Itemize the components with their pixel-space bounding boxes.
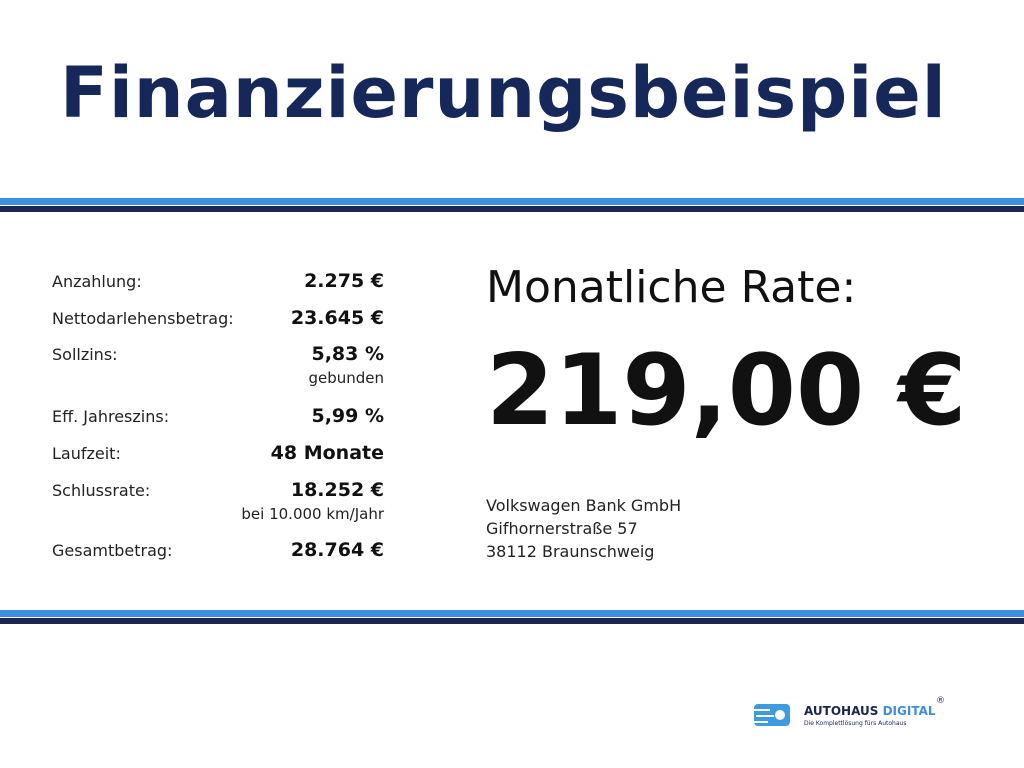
divider bbox=[0, 618, 1024, 624]
row-value: 48 Monate bbox=[270, 442, 384, 464]
row-value: 28.764 € bbox=[290, 539, 384, 561]
divider bbox=[0, 610, 1024, 617]
row-value: 2.275 € bbox=[304, 270, 384, 292]
logo-name: AUTOHAUS DIGITAL bbox=[804, 704, 936, 718]
logo-mark: ® bbox=[936, 696, 945, 706]
row-label: Schlussrate: bbox=[52, 481, 151, 500]
bank-line: Volkswagen Bank GmbH bbox=[486, 496, 682, 515]
bank-line: 38112 Braunschweig bbox=[486, 542, 655, 561]
row-label: Laufzeit: bbox=[52, 444, 121, 463]
logo-name-part: DIGITAL bbox=[882, 704, 936, 718]
row-value: 5,99 % bbox=[311, 405, 384, 427]
row-label: Sollzins: bbox=[52, 345, 118, 364]
logo-tagline: Die Komplettlösung fürs Autohaus bbox=[804, 720, 907, 727]
bank-line: Gifhornerstraße 57 bbox=[486, 519, 638, 538]
row-note: gebunden bbox=[308, 369, 384, 387]
rate-label: Monatliche Rate: bbox=[486, 262, 857, 313]
divider bbox=[0, 206, 1024, 212]
logo-name-part: AUTOHAUS bbox=[804, 704, 879, 718]
row-value: 23.645 € bbox=[290, 307, 384, 329]
divider bbox=[0, 198, 1024, 205]
row-label: Nettodarlehensbetrag: bbox=[52, 309, 234, 328]
rate-value: 219,00 € bbox=[486, 334, 967, 448]
row-value: 5,83 % bbox=[311, 343, 384, 365]
logo-icon bbox=[752, 704, 790, 726]
row-value: 18.252 € bbox=[290, 479, 384, 501]
row-note: bei 10.000 km/Jahr bbox=[241, 505, 384, 523]
title: Finanzierungsbeispiel bbox=[60, 52, 947, 134]
row-label: Anzahlung: bbox=[52, 272, 142, 291]
row-label: Gesamtbetrag: bbox=[52, 541, 173, 560]
row-label: Eff. Jahreszins: bbox=[52, 407, 170, 426]
